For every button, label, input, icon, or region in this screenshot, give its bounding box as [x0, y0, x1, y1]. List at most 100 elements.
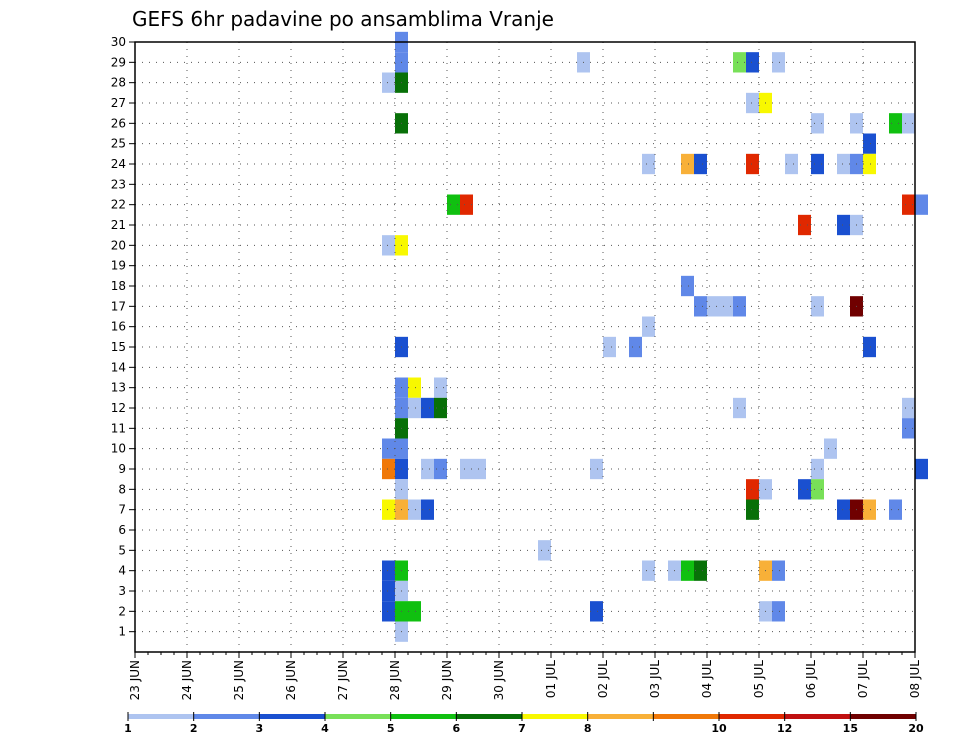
heatmap-cell [694, 153, 707, 175]
y-tick-label: 24 [111, 157, 126, 171]
heatmap-cell [681, 275, 694, 297]
heatmap-cell [642, 560, 655, 581]
y-tick-label: 9 [118, 462, 126, 476]
grid-layer [135, 42, 915, 652]
heatmap-cell [408, 397, 421, 419]
colorbar-tick-label: 5 [387, 722, 395, 735]
y-tick-label: 23 [111, 177, 126, 191]
heatmap-cell [434, 397, 447, 419]
heatmap-cell [434, 458, 447, 480]
colorbar-tick-label: 6 [453, 722, 461, 735]
y-tick-label: 5 [118, 543, 126, 557]
heatmap-cell [772, 52, 785, 73]
heatmap-cell [642, 316, 655, 337]
colorbar-tick-label: 10 [711, 722, 727, 735]
heatmap-cell [811, 479, 824, 500]
y-tick-label: 4 [118, 564, 126, 578]
heatmap-cell [837, 499, 850, 520]
heatmap-cell [915, 458, 928, 480]
heatmap-cell [811, 296, 824, 317]
colorbar-swatch [128, 714, 194, 719]
y-tick-label: 13 [111, 381, 126, 395]
heatmap-cell [707, 296, 720, 317]
x-tick-label: 24 JUN [180, 660, 194, 700]
heatmap-cell [863, 153, 876, 175]
heatmap-cell [538, 540, 551, 561]
colorbar-swatch [325, 714, 391, 719]
x-tick-label: 08 JUL [908, 660, 922, 698]
heatmap-cell [902, 194, 915, 215]
heatmap-cell [720, 296, 733, 317]
x-tick-label: 02 JUL [596, 660, 610, 698]
colorbar: 1 2 3 4 5 6 7 8 10 12 15 20 [124, 712, 924, 735]
heatmap-cell [681, 560, 694, 581]
y-tick-label: 29 [111, 55, 126, 69]
colorbar-swatch [193, 714, 260, 719]
y-tick-label: 3 [118, 584, 126, 598]
x-tick-label: 07 JUL [856, 660, 870, 698]
heatmap-cell [746, 52, 759, 73]
y-tick-label: 10 [111, 442, 126, 456]
heatmap-cell [382, 438, 395, 459]
heatmap-cell [837, 153, 850, 175]
heatmap-cell [382, 580, 395, 602]
colorbar-tick-label: 20 [908, 722, 924, 735]
heatmap-cell [681, 153, 694, 175]
colorbar-swatch [587, 714, 654, 719]
y-tick-label: 28 [111, 76, 126, 90]
heatmap-cell [915, 194, 928, 215]
heatmap-cell [460, 194, 473, 215]
heatmap-cell [590, 601, 603, 622]
heatmap-cell [772, 560, 785, 581]
heatmap-cell [382, 499, 395, 520]
colorbar-tick-label: 2 [190, 722, 198, 735]
heatmap-cell [421, 397, 434, 419]
heatmap-cell [642, 153, 655, 175]
colorbar-swatch [719, 714, 785, 719]
colorbar-tick-label: 4 [321, 722, 329, 735]
x-tick-label: 06 JUL [804, 660, 818, 698]
y-tick-label: 25 [111, 137, 126, 151]
axes-layer: 1234567891011121314151617181920212223242… [111, 35, 922, 700]
x-tick-label: 05 JUL [752, 660, 766, 698]
colorbar-swatch [784, 714, 851, 719]
heatmap-cell [811, 113, 824, 134]
heatmap-cell [863, 336, 876, 358]
heatmap-cell [421, 458, 434, 480]
x-tick-label: 25 JUN [232, 660, 246, 700]
colorbar-tick-label: 7 [518, 722, 526, 735]
chart-title: GEFS 6hr padavine po ansamblima Vranje [132, 7, 554, 31]
heatmap-cell [811, 458, 824, 480]
y-tick-label: 30 [111, 35, 126, 49]
colorbar-swatch [653, 714, 719, 719]
heatmap-cell [603, 336, 616, 358]
x-tick-label: 03 JUL [648, 660, 662, 698]
heatmap-cell [733, 52, 746, 73]
y-tick-label: 8 [118, 482, 126, 496]
heatmap-cell [590, 458, 603, 480]
cells-layer [382, 31, 928, 642]
y-tick-label: 14 [111, 360, 126, 374]
heatmap-cell [772, 601, 785, 622]
heatmap-cell [382, 601, 395, 622]
y-tick-label: 22 [111, 198, 126, 212]
plot-frame [134, 41, 916, 653]
y-tick-label: 2 [118, 604, 126, 618]
x-tick-label: 01 JUL [544, 660, 558, 698]
colorbar-tick-label: 1 [124, 722, 132, 735]
colorbar-swatch [390, 714, 457, 719]
heatmap-cell [408, 601, 421, 622]
y-tick-label: 15 [111, 340, 126, 354]
colorbar-tick-label: 15 [843, 722, 858, 735]
heatmap-cell [824, 438, 837, 459]
y-tick-label: 11 [111, 421, 126, 435]
y-tick-label: 6 [118, 523, 126, 537]
heatmap-cell [902, 113, 915, 134]
heatmap-cell [733, 296, 746, 317]
colorbar-tick-label: 8 [584, 722, 592, 735]
colorbar-swatch [456, 714, 522, 719]
x-tick-label: 23 JUN [128, 660, 142, 700]
heatmap-cell [889, 499, 902, 520]
heatmap-cell [460, 458, 473, 480]
